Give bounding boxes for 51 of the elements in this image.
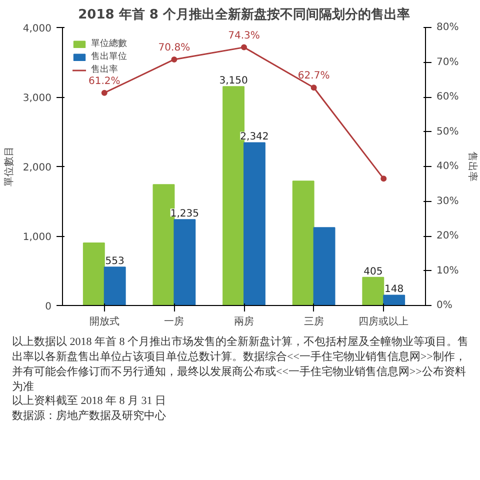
y2-tick-label: 40% (436, 161, 459, 172)
y2-tick-label: 10% (436, 265, 459, 276)
y2-tick-label: 20% (436, 230, 459, 242)
y2-tick-label: 50% (436, 126, 459, 138)
y-axis-title: 單位數目 (2, 146, 15, 186)
bar (82, 242, 105, 306)
text: 数据源：房地产数据及研究中心 (12, 409, 167, 424)
legend-label: 售出率 (91, 64, 118, 76)
text: 以上资料截至 2018 年 8 月 31 日 (12, 394, 167, 410)
data-label: 148 (384, 284, 404, 296)
y2-tick-label: 0% (436, 300, 452, 311)
point (380, 176, 387, 182)
x-tick-label: 三房 (304, 316, 324, 328)
data-label: 70.8% (158, 42, 190, 54)
data-label: 1,235 (170, 208, 199, 220)
y2-tick-label: 30% (436, 196, 459, 207)
text: 以上数据以 2018 年首 8 个月推出市场发售的全新新盘计算，不包括村屋及全幢物业等项目。售出率以各新盘售出单位占该项目单位总数计算。数据综合<<一手住宅物业销售信息网>>制作，并有可能会作修订而不另行通知，最终以发展商公布或<<一手住宅物业销售信息网>>公布资料为准 (12, 335, 470, 394)
bar (292, 180, 314, 306)
y2-tick-label: 80% (436, 22, 459, 33)
y-tick-label: 2,000 (22, 162, 52, 174)
x-tick-label: 兩房 (234, 316, 254, 328)
data-label: 3,150 (219, 76, 248, 87)
y-tick-label: 4,000 (22, 24, 52, 34)
legend-label: 單位總數 (91, 38, 127, 50)
data-label: 2,342 (240, 132, 269, 143)
point (310, 84, 317, 91)
y2-axis-title: 售出率 (466, 152, 479, 182)
data-label: 61.2% (88, 76, 120, 87)
point (101, 90, 108, 96)
chart-title: 2018 年首 8 个月推出全新新盘按不同间隔划分的售出率 (78, 6, 410, 22)
y-tick-label: 0 (45, 302, 52, 312)
bar (383, 294, 406, 306)
y2-tick-label: 60% (436, 92, 459, 102)
data-label: 405 (364, 266, 383, 278)
bar (313, 227, 336, 306)
data-label: 74.3% (228, 30, 260, 42)
x-tick-label: 開放式 (89, 316, 120, 328)
y2-tick-label: 70% (436, 56, 459, 68)
point (241, 44, 247, 50)
x-tick-label: 四房或以上 (358, 316, 409, 328)
bar (244, 142, 266, 306)
y-tick-label: 1,000 (22, 232, 52, 243)
bar (104, 266, 126, 306)
bar (362, 276, 384, 306)
data-label: 553 (105, 256, 124, 268)
point (171, 56, 178, 62)
data-label: 62.7% (298, 70, 330, 82)
x-tick-label: 一房 (164, 316, 184, 328)
bar (174, 219, 196, 306)
y-tick-label: 3,000 (22, 93, 52, 104)
legend-label: 售出單位 (91, 50, 127, 63)
